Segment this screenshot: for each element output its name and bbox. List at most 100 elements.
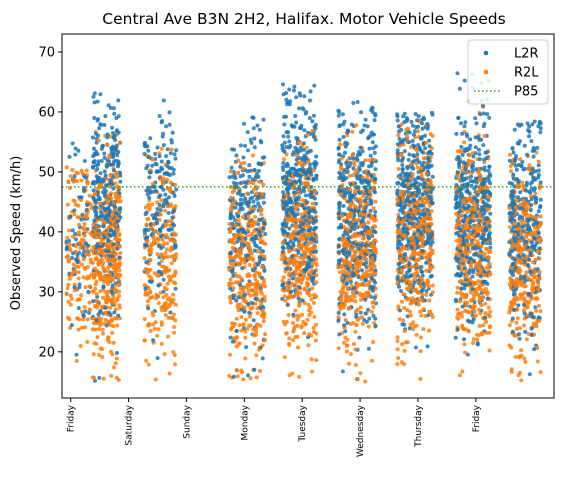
data-point-r2l xyxy=(229,327,234,332)
data-point-l2r xyxy=(396,239,401,244)
data-point-l2r xyxy=(245,169,250,174)
data-point-r2l xyxy=(468,231,472,236)
data-point-r2l xyxy=(239,328,244,333)
data-point-l2r xyxy=(353,181,357,186)
data-point-r2l xyxy=(97,183,102,187)
data-point-r2l xyxy=(309,310,314,315)
data-point-l2r xyxy=(262,268,267,273)
data-point-l2r xyxy=(238,164,243,169)
data-point-l2r xyxy=(429,273,434,278)
data-point-l2r xyxy=(416,175,421,180)
data-point-r2l xyxy=(167,371,172,376)
data-point-r2l xyxy=(295,260,300,265)
data-point-r2l xyxy=(465,251,470,256)
data-point-l2r xyxy=(154,188,158,193)
data-point-l2r xyxy=(368,133,373,138)
data-point-r2l xyxy=(414,161,419,166)
data-point-r2l xyxy=(85,265,90,269)
data-point-l2r xyxy=(254,244,259,249)
data-point-r2l xyxy=(402,329,407,334)
data-point-l2r xyxy=(98,92,103,97)
data-point-r2l xyxy=(470,225,475,230)
data-point-l2r xyxy=(527,372,532,377)
data-point-l2r xyxy=(307,255,312,260)
data-point-r2l xyxy=(145,239,150,244)
data-point-l2r xyxy=(527,257,531,262)
data-point-r2l xyxy=(472,304,477,309)
data-point-l2r xyxy=(373,176,378,181)
data-point-r2l xyxy=(81,275,86,280)
data-point-r2l xyxy=(299,324,304,329)
data-point-r2l xyxy=(488,309,493,314)
data-point-l2r xyxy=(368,186,373,190)
data-point-l2r xyxy=(421,115,426,120)
data-point-r2l xyxy=(247,245,252,250)
data-point-l2r xyxy=(281,134,286,139)
data-point-r2l xyxy=(68,293,73,298)
data-point-r2l xyxy=(116,228,121,233)
data-point-r2l xyxy=(414,323,419,328)
data-point-l2r xyxy=(532,119,537,124)
data-point-l2r xyxy=(171,222,175,227)
data-point-l2r xyxy=(285,163,290,168)
data-point-l2r xyxy=(343,144,348,149)
data-point-l2r xyxy=(292,88,296,93)
data-point-l2r xyxy=(465,352,470,357)
data-point-l2r xyxy=(101,224,106,229)
data-point-r2l xyxy=(287,248,292,253)
data-point-r2l xyxy=(414,332,419,337)
data-point-l2r xyxy=(366,307,371,312)
data-point-l2r xyxy=(483,315,488,320)
data-point-r2l xyxy=(165,281,170,286)
data-point-l2r xyxy=(306,205,311,210)
data-point-r2l xyxy=(512,221,517,226)
data-point-r2l xyxy=(110,210,115,215)
data-point-r2l xyxy=(507,225,512,230)
data-point-r2l xyxy=(520,283,524,288)
data-point-l2r xyxy=(478,274,483,279)
data-point-r2l xyxy=(419,297,424,302)
data-point-r2l xyxy=(347,260,352,265)
data-point-r2l xyxy=(312,314,317,319)
data-point-r2l xyxy=(159,341,164,346)
data-point-l2r xyxy=(161,143,166,148)
data-point-l2r xyxy=(526,128,531,133)
data-point-l2r xyxy=(412,232,417,237)
data-point-r2l xyxy=(412,298,417,303)
data-point-r2l xyxy=(241,256,246,261)
data-point-l2r xyxy=(228,216,233,221)
data-point-r2l xyxy=(282,355,287,360)
data-point-r2l xyxy=(531,260,536,265)
data-point-r2l xyxy=(251,258,256,263)
data-point-r2l xyxy=(262,338,267,343)
data-point-r2l xyxy=(294,153,299,158)
data-point-l2r xyxy=(92,116,97,120)
data-point-l2r xyxy=(106,206,111,211)
data-point-r2l xyxy=(427,328,432,333)
data-point-l2r xyxy=(107,310,112,315)
data-point-r2l xyxy=(397,317,402,322)
data-point-l2r xyxy=(247,163,252,168)
data-point-r2l xyxy=(400,233,405,238)
data-point-l2r xyxy=(536,163,541,168)
data-point-l2r xyxy=(287,102,292,107)
data-point-r2l xyxy=(534,324,539,329)
data-point-l2r xyxy=(369,160,374,165)
data-point-r2l xyxy=(360,315,364,320)
data-point-l2r xyxy=(430,112,435,117)
data-point-r2l xyxy=(252,341,257,346)
data-point-r2l xyxy=(74,359,79,363)
data-point-l2r xyxy=(96,215,101,220)
data-point-l2r xyxy=(373,323,378,328)
data-point-r2l xyxy=(535,296,540,301)
data-point-r2l xyxy=(533,191,538,196)
data-point-r2l xyxy=(533,269,538,274)
data-point-r2l xyxy=(314,322,318,327)
data-point-r2l xyxy=(527,163,532,168)
data-point-l2r xyxy=(512,127,517,132)
data-point-l2r xyxy=(280,296,285,301)
data-point-r2l xyxy=(91,375,96,380)
data-point-l2r xyxy=(289,245,294,250)
data-point-l2r xyxy=(395,192,400,197)
data-point-l2r xyxy=(311,176,316,181)
